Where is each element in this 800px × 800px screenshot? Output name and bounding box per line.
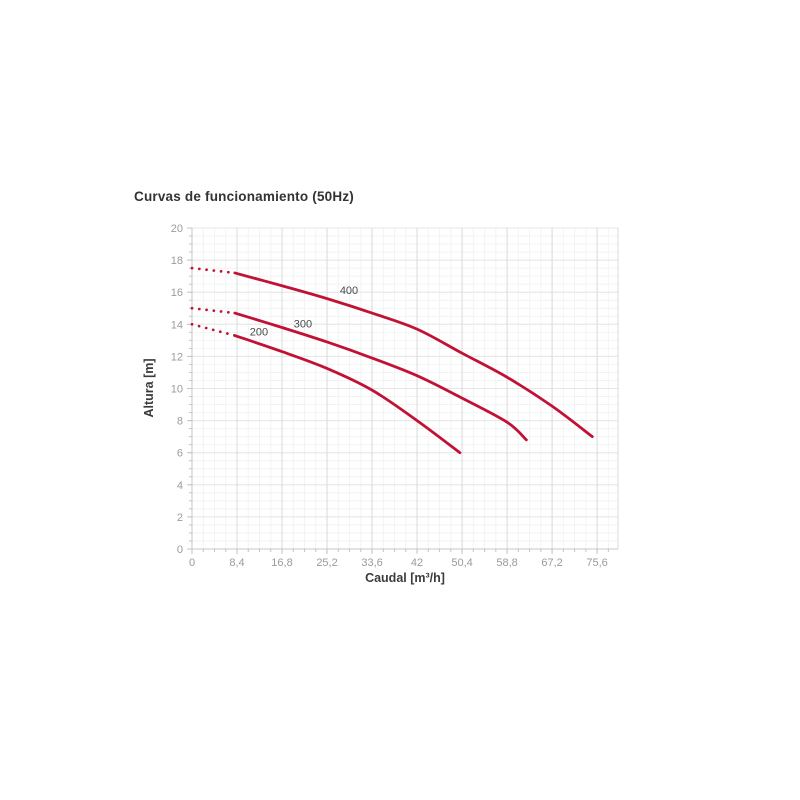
x-tick-label: 8,4 [229, 557, 244, 569]
x-tick-label: 75,6 [586, 557, 607, 569]
x-tick-label: 58,8 [496, 557, 517, 569]
curve-400 [233, 271, 594, 439]
x-tick-label: 67,2 [541, 557, 562, 569]
curve-label-200: 200 [250, 327, 268, 339]
x-tick-label: 33,6 [361, 557, 382, 569]
y-tick-label: 8 [177, 416, 183, 428]
curve-plot: 0 8,4 16,8 25,2 33,6 42 50,4 58,8 67,2 75,6 0 2 4 6 8 1… [171, 223, 619, 569]
curve-400-dotted-lead-in [190, 266, 237, 275]
x-tick-label: 0 [189, 557, 195, 569]
curve-200-dotted-lead-in [190, 322, 237, 337]
curve-label-400: 400 [340, 285, 358, 297]
chart-title: Curvas de funcionamiento (50Hz) [134, 189, 354, 204]
y-tick-label: 2 [177, 512, 183, 524]
y-tick-label: 18 [171, 255, 183, 267]
pump-performance-chart: Curvas de funcionamiento (50Hz) 0 8,4 16,8… [133, 183, 673, 613]
y-tick-label: 10 [171, 384, 183, 396]
x-axis-title: Caudal [m³/h] [365, 571, 445, 585]
y-tick-label: 0 [177, 544, 183, 556]
curve-200 [233, 334, 462, 455]
x-tick-label: 16,8 [271, 557, 292, 569]
x-tick-label: 50,4 [451, 557, 472, 569]
curve-300-dotted-lead-in [190, 306, 237, 315]
y-tick-label: 4 [177, 480, 183, 492]
y-tick-label: 20 [171, 223, 183, 235]
y-tick-label: 14 [171, 319, 183, 331]
y-tick-label: 16 [171, 287, 183, 299]
y-tick-label: 12 [171, 351, 183, 363]
x-tick-label: 25,2 [316, 557, 337, 569]
x-tick-label: 42 [411, 557, 423, 569]
y-tick-label: 6 [177, 448, 183, 460]
y-axis-title: Altura [m] [142, 358, 156, 418]
curve-300 [233, 311, 528, 442]
curve-label-300: 300 [294, 319, 312, 331]
